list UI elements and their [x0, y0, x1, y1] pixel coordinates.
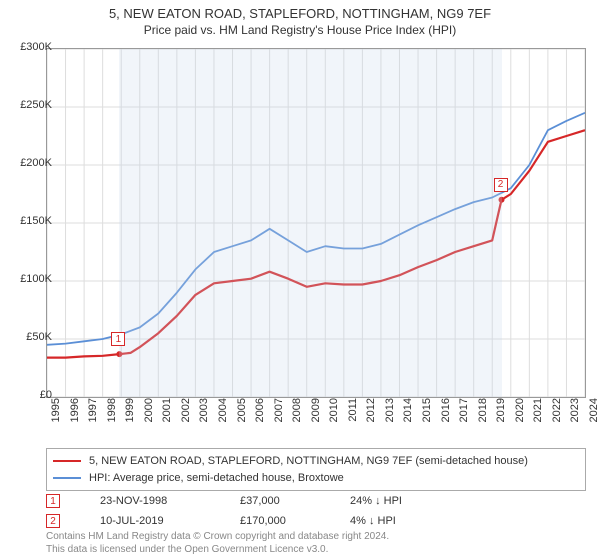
x-tick-label: 2005	[236, 398, 248, 438]
transaction-diff: 4% ↓ HPI	[350, 515, 396, 527]
x-tick-label: 1996	[69, 398, 81, 438]
chart-marker-badge: 1	[111, 332, 125, 346]
x-tick-label: 2008	[291, 398, 303, 438]
x-tick-label: 2001	[161, 398, 173, 438]
legend-swatch	[53, 460, 81, 462]
y-tick-label: £250K	[8, 99, 52, 111]
y-tick-label: £300K	[8, 41, 52, 53]
y-tick-label: £0	[8, 389, 52, 401]
y-tick-label: £50K	[8, 331, 52, 343]
title-block: 5, NEW EATON ROAD, STAPLEFORD, NOTTINGHA…	[0, 0, 600, 37]
transaction-row: 1 23-NOV-1998 £37,000 24% ↓ HPI	[46, 494, 402, 508]
x-tick-label: 2023	[569, 398, 581, 438]
x-tick-label: 2003	[198, 398, 210, 438]
legend-label: HPI: Average price, semi-detached house,…	[89, 470, 344, 487]
x-tick-label: 2004	[217, 398, 229, 438]
x-tick-label: 2013	[384, 398, 396, 438]
x-tick-label: 2014	[402, 398, 414, 438]
title-sub: Price paid vs. HM Land Registry's House …	[0, 23, 600, 37]
x-tick-label: 2020	[514, 398, 526, 438]
x-tick-label: 2009	[310, 398, 322, 438]
x-tick-label: 1997	[87, 398, 99, 438]
transaction-diff: 24% ↓ HPI	[350, 495, 402, 507]
y-tick-label: £200K	[8, 157, 52, 169]
chart-container: 5, NEW EATON ROAD, STAPLEFORD, NOTTINGHA…	[0, 0, 600, 560]
y-tick-label: £100K	[8, 273, 52, 285]
x-tick-label: 2022	[551, 398, 563, 438]
x-tick-label: 1999	[124, 398, 136, 438]
footer: Contains HM Land Registry data © Crown c…	[46, 530, 389, 556]
x-tick-label: 2002	[180, 398, 192, 438]
legend-swatch	[53, 477, 81, 479]
marker-badge: 2	[46, 514, 60, 528]
x-tick-label: 2015	[421, 398, 433, 438]
x-tick-label: 1998	[106, 398, 118, 438]
chart-shaded-range	[119, 49, 501, 397]
x-tick-label: 2017	[458, 398, 470, 438]
x-tick-label: 2010	[328, 398, 340, 438]
legend-box: 5, NEW EATON ROAD, STAPLEFORD, NOTTINGHA…	[46, 448, 586, 491]
legend-row: HPI: Average price, semi-detached house,…	[53, 470, 579, 487]
y-tick-label: £150K	[8, 215, 52, 227]
x-tick-label: 2007	[273, 398, 285, 438]
x-tick-label: 2012	[365, 398, 377, 438]
x-tick-label: 2006	[254, 398, 266, 438]
x-tick-label: 2019	[495, 398, 507, 438]
x-tick-label: 1995	[50, 398, 62, 438]
marker-badge: 1	[46, 494, 60, 508]
transaction-date: 23-NOV-1998	[100, 495, 200, 507]
footer-line: Contains HM Land Registry data © Crown c…	[46, 530, 389, 543]
x-tick-label: 2024	[588, 398, 600, 438]
transaction-price: £37,000	[240, 495, 310, 507]
x-tick-label: 2021	[532, 398, 544, 438]
x-tick-label: 2000	[143, 398, 155, 438]
legend-row: 5, NEW EATON ROAD, STAPLEFORD, NOTTINGHA…	[53, 453, 579, 470]
legend-label: 5, NEW EATON ROAD, STAPLEFORD, NOTTINGHA…	[89, 453, 528, 470]
transaction-date: 10-JUL-2019	[100, 515, 200, 527]
footer-line: This data is licensed under the Open Gov…	[46, 543, 389, 556]
chart-plot-area	[46, 48, 586, 398]
transaction-price: £170,000	[240, 515, 310, 527]
transaction-row: 2 10-JUL-2019 £170,000 4% ↓ HPI	[46, 514, 396, 528]
x-tick-label: 2011	[347, 398, 359, 438]
x-tick-label: 2018	[477, 398, 489, 438]
title-main: 5, NEW EATON ROAD, STAPLEFORD, NOTTINGHA…	[0, 6, 600, 21]
x-tick-label: 2016	[440, 398, 452, 438]
chart-marker-badge: 2	[494, 178, 508, 192]
